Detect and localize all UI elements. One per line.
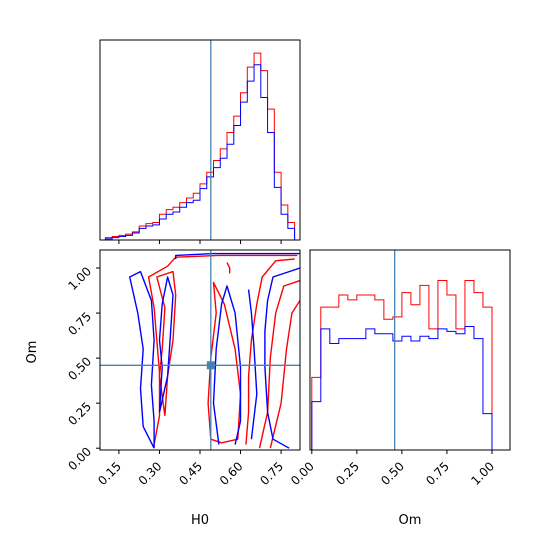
joint-y-tick-label-3: 0.50 <box>65 354 94 383</box>
contour-series-1-line-2 <box>245 258 295 445</box>
joint-x-tick-label-1: 0.15 <box>95 459 124 488</box>
contour-series-1-line-1 <box>147 254 298 445</box>
joint-y-tick-label-1: 0.00 <box>65 444 94 473</box>
h0-marginal-histogram-panel <box>99 39 301 244</box>
joint-x-tick-label-2: 0.30 <box>136 459 165 488</box>
joint-truth-marker <box>206 361 215 370</box>
om-marginal-histogram-panel: 0.00 0.25 0.50 0.75 1.00 <box>288 249 511 488</box>
contour-series-2-line-6 <box>158 276 174 413</box>
y-axis-label-om: Om <box>25 341 40 364</box>
h0-histogram-series-1 <box>104 52 296 240</box>
x-axis-label-om: Om <box>399 513 422 528</box>
contour-series-2-line-5 <box>247 289 258 440</box>
contour-series-2-line-1 <box>129 270 155 449</box>
om-x-tick-label-4: 0.75 <box>423 459 452 488</box>
om-x-tick-label-5: 1.00 <box>468 459 497 488</box>
contour-series-2-line-2 <box>175 252 300 259</box>
joint-y-tick-label-2: 0.25 <box>65 399 94 428</box>
h0-histogram-frame <box>99 39 301 241</box>
joint-y-tick-label-5: 1.00 <box>65 264 94 293</box>
joint-x-tick-label-4: 0.60 <box>217 459 246 488</box>
contour-series-1-line-4 <box>258 279 300 449</box>
joint-y-tick-label-4: 0.75 <box>65 309 94 338</box>
om-x-tick-label-3: 0.50 <box>378 459 407 488</box>
contour-series-1-line-5 <box>269 300 300 449</box>
joint-contour-panel: 0.15 0.30 0.45 0.60 0.75 0.00 0.25 0.50 0.75 1.00 <box>65 249 301 488</box>
om-histogram-series-1 <box>311 280 501 451</box>
contour-series-1-line-3 <box>207 281 242 444</box>
contour-series-2-line-4 <box>212 285 242 445</box>
contour-series-1-line-6 <box>156 270 177 416</box>
h0-histogram-series-2 <box>104 64 296 240</box>
joint-contour-group <box>129 252 300 449</box>
om-histogram-series-2 <box>311 326 501 451</box>
contour-series-1-line-7 <box>226 262 231 274</box>
om-x-tick-label-1: 0.00 <box>288 459 317 488</box>
joint-x-tick-label-5: 0.75 <box>257 459 286 488</box>
x-axis-label-h0: H0 <box>191 513 209 528</box>
contour-series-2-line-3 <box>264 267 300 449</box>
om-histogram-frame <box>309 249 511 451</box>
om-x-tick-label-2: 0.25 <box>333 459 362 488</box>
joint-x-tick-label-3: 0.45 <box>176 459 205 488</box>
